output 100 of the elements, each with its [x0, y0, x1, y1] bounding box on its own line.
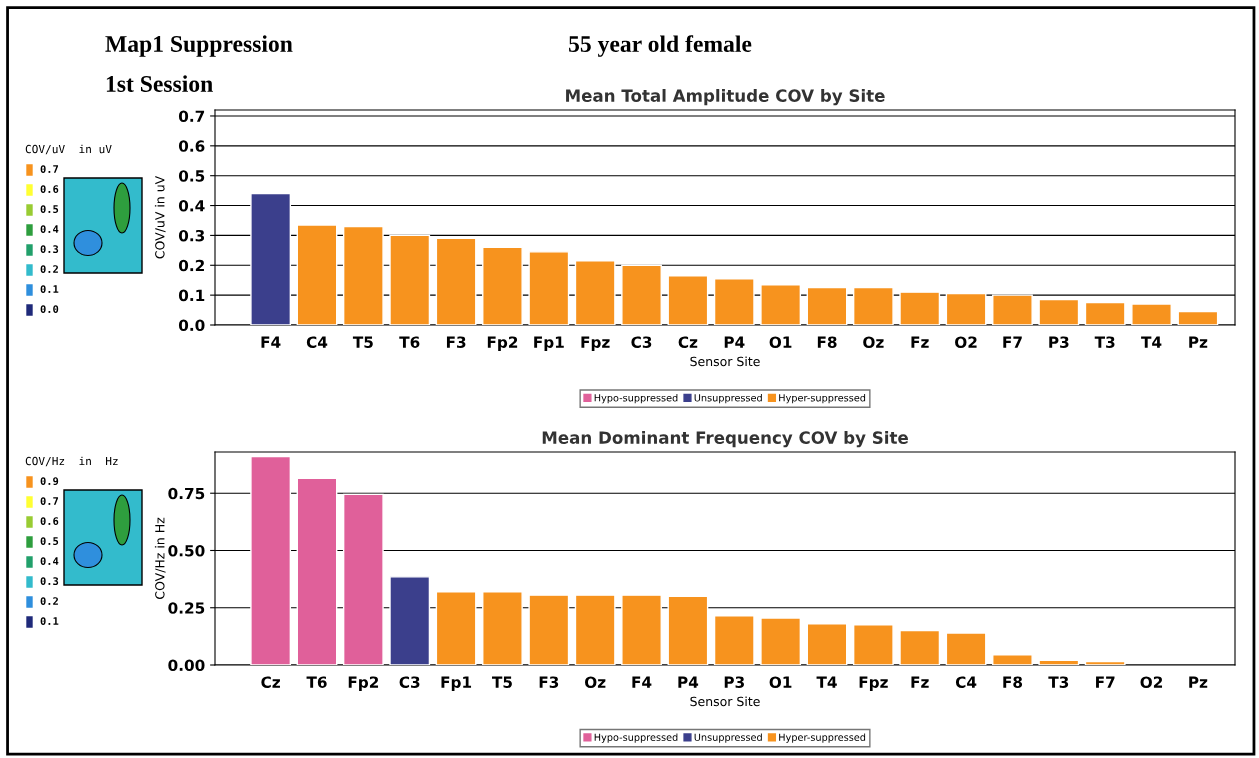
chart-title: Mean Dominant Frequency COV by Site: [542, 431, 908, 448]
text: 0.6: [40, 517, 59, 526]
x-tick-label: Fp1: [441, 676, 472, 691]
bar: [528, 251, 570, 325]
text: 0.5: [40, 537, 59, 546]
text: 0.3: [40, 577, 59, 586]
y-tick-label: 0.1: [178, 289, 205, 302]
bar: [852, 286, 894, 325]
text: 0.4: [40, 225, 59, 234]
text: 0.5: [40, 205, 59, 214]
text: 0.3: [40, 245, 59, 254]
x-tick-label: P4: [678, 676, 699, 688]
x-tick-label: C3: [631, 336, 652, 348]
text: Map1 Suppression: [105, 35, 293, 57]
y-tick-label: 0.2: [178, 259, 204, 272]
bar: [250, 455, 292, 665]
bar: [1131, 303, 1172, 325]
bar: [435, 591, 477, 665]
x-tick-label: Oz: [863, 336, 884, 348]
y-tick-label: 0.50: [168, 544, 205, 557]
text: 0.0: [40, 305, 59, 314]
x-tick-label: F7: [1096, 676, 1115, 688]
text: 0.1: [40, 617, 59, 626]
y-tick-label: 0.3: [178, 229, 205, 242]
x-tick-label: Fp2: [487, 336, 518, 351]
bar: [296, 477, 338, 665]
text: 55 year old female: [569, 35, 752, 57]
text: 1st Session: [106, 75, 213, 92]
x-tick-label: T6: [306, 676, 327, 688]
bar: [852, 624, 894, 665]
x-axis-title: Sensor Site: [690, 696, 760, 707]
x-tick-label: P4: [724, 336, 745, 348]
bar: [1177, 310, 1219, 325]
bar: [389, 234, 431, 325]
x-tick-label: Cz: [678, 336, 698, 348]
bar: [250, 192, 292, 325]
x-tick-label: T4: [816, 676, 837, 688]
y-tick-label: 0.0: [178, 319, 205, 332]
legend-label: Hypo-suppressed: [594, 733, 678, 743]
x-tick-label: F4: [632, 676, 652, 688]
text: COV/Hz in Hz: [25, 456, 118, 467]
x-tick-label: Pz: [1189, 336, 1208, 348]
x-tick-label: F8: [817, 336, 837, 348]
x-tick-label: T3: [1094, 336, 1115, 348]
x-tick-label: F7: [1003, 336, 1022, 348]
text: 0.2: [40, 265, 58, 274]
bar: [713, 278, 755, 325]
bar: [806, 286, 848, 325]
y-tick-label: 0.6: [178, 140, 205, 152]
text: 0.2: [40, 597, 58, 606]
x-tick-label: T4: [1141, 336, 1162, 348]
y-axis-title: COV/Hz in Hz: [154, 517, 166, 599]
x-tick-label: F4: [261, 336, 281, 348]
x-tick-label: T3: [1048, 676, 1069, 688]
y-tick-label: 0.25: [168, 602, 205, 614]
x-tick-label: Pz: [1189, 676, 1208, 688]
bar: [760, 617, 802, 665]
bar: [621, 594, 662, 665]
text: 0.9: [40, 477, 59, 486]
y-tick-label: 0.4: [178, 200, 205, 212]
bar: [435, 237, 477, 325]
x-tick-label: Cz: [261, 676, 280, 688]
bar: [342, 225, 384, 325]
legend-label: Hypo-suppressed: [594, 393, 678, 404]
text: 0.4: [40, 557, 59, 566]
bar: [1084, 660, 1126, 665]
bar: [389, 576, 431, 665]
y-tick-label: 0.00: [168, 659, 205, 672]
bar: [992, 294, 1033, 325]
x-tick-label: Fp2: [348, 676, 379, 691]
y-axis-title: COV/uV in uV: [154, 175, 166, 259]
y-tick-label: 0.75: [168, 487, 205, 500]
bar: [713, 615, 755, 665]
x-tick-label: O1: [769, 676, 792, 688]
x-axis-title: Sensor Site: [690, 356, 760, 367]
x-tick-label: O2: [1140, 676, 1163, 688]
x-tick-label: C4: [306, 336, 328, 348]
x-tick-label: T5: [352, 336, 373, 348]
bar: [482, 246, 523, 325]
text: 0.6: [40, 185, 59, 194]
bar: [296, 224, 338, 325]
legend-label: Unsuppressed: [694, 393, 762, 404]
y-tick-label: 0.5: [178, 170, 205, 182]
bar: [1038, 298, 1080, 325]
x-tick-label: O2: [955, 336, 977, 348]
bar: [1038, 659, 1080, 665]
x-tick-label: Oz: [585, 676, 606, 688]
x-tick-label: F3: [446, 336, 466, 348]
bar: [945, 632, 987, 665]
y-tick-label: 0.7: [178, 110, 205, 122]
bar: [992, 653, 1033, 665]
chart-title: Mean Total Amplitude COV by Site: [566, 89, 885, 106]
bar: [574, 260, 616, 325]
x-tick-label: Fpz: [859, 676, 888, 691]
x-tick-label: F8: [1003, 676, 1023, 688]
bar: [899, 291, 941, 325]
text: COV/uV in uV: [25, 144, 112, 155]
bar: [667, 275, 709, 325]
text: 0.7: [40, 165, 59, 174]
x-tick-label: O1: [769, 336, 792, 348]
